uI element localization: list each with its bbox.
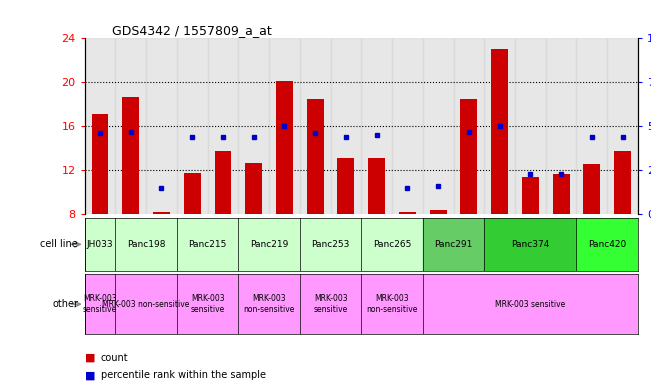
- Bar: [583, 164, 600, 214]
- Bar: [208, 38, 238, 214]
- Bar: [399, 212, 416, 214]
- Bar: [460, 99, 477, 214]
- Bar: [238, 274, 300, 334]
- Bar: [245, 163, 262, 214]
- Bar: [614, 151, 631, 214]
- Bar: [577, 38, 607, 214]
- Text: Panc265: Panc265: [373, 240, 411, 249]
- Bar: [422, 274, 638, 334]
- Bar: [307, 99, 324, 214]
- Bar: [430, 210, 447, 214]
- Bar: [553, 174, 570, 214]
- Text: ■: ■: [85, 370, 95, 380]
- Bar: [422, 218, 484, 271]
- Text: MRK-003
sensitive: MRK-003 sensitive: [83, 295, 117, 314]
- Bar: [515, 38, 546, 214]
- Bar: [115, 38, 146, 214]
- Bar: [122, 96, 139, 214]
- Bar: [577, 218, 638, 271]
- Text: Panc215: Panc215: [188, 240, 227, 249]
- Bar: [153, 212, 170, 214]
- Bar: [269, 38, 300, 214]
- Bar: [422, 38, 454, 214]
- Bar: [361, 38, 392, 214]
- Text: ■: ■: [85, 353, 95, 363]
- Text: MRK-003
sensitive: MRK-003 sensitive: [313, 295, 348, 314]
- Text: JH033: JH033: [87, 240, 113, 249]
- Text: Panc374: Panc374: [511, 240, 549, 249]
- Text: MRK-003
non-sensitive: MRK-003 non-sensitive: [367, 295, 418, 314]
- Bar: [146, 38, 177, 214]
- Text: Panc219: Panc219: [250, 240, 288, 249]
- Bar: [115, 274, 177, 334]
- Bar: [492, 49, 508, 214]
- Bar: [337, 158, 354, 214]
- Bar: [215, 151, 231, 214]
- Bar: [300, 274, 361, 334]
- Bar: [300, 218, 361, 271]
- Bar: [300, 38, 331, 214]
- Text: count: count: [101, 353, 128, 363]
- Text: percentile rank within the sample: percentile rank within the sample: [101, 370, 266, 380]
- Text: MRK-003
non-sensitive: MRK-003 non-sensitive: [243, 295, 295, 314]
- Text: other: other: [52, 299, 78, 309]
- Bar: [276, 81, 293, 214]
- Text: cell line: cell line: [40, 239, 78, 249]
- Bar: [85, 38, 115, 214]
- Bar: [484, 218, 577, 271]
- Bar: [522, 177, 539, 214]
- Bar: [177, 38, 208, 214]
- Bar: [177, 274, 238, 334]
- Bar: [607, 38, 638, 214]
- Bar: [368, 158, 385, 214]
- Bar: [546, 38, 577, 214]
- Text: MRK-003 non-sensitive: MRK-003 non-sensitive: [102, 300, 190, 309]
- Bar: [238, 38, 269, 214]
- Text: MRK-003 sensitive: MRK-003 sensitive: [495, 300, 566, 309]
- Text: MRK-003
sensitive: MRK-003 sensitive: [191, 295, 225, 314]
- Bar: [85, 274, 115, 334]
- Text: Panc291: Panc291: [434, 240, 473, 249]
- Bar: [331, 38, 361, 214]
- Bar: [454, 38, 484, 214]
- Text: GDS4342 / 1557809_a_at: GDS4342 / 1557809_a_at: [113, 24, 272, 37]
- Bar: [85, 218, 115, 271]
- Text: Panc253: Panc253: [311, 240, 350, 249]
- Bar: [361, 274, 422, 334]
- Bar: [177, 218, 238, 271]
- Bar: [484, 38, 515, 214]
- Bar: [392, 38, 422, 214]
- Bar: [92, 114, 109, 214]
- Bar: [361, 218, 422, 271]
- Text: Panc198: Panc198: [127, 240, 165, 249]
- Bar: [184, 172, 201, 214]
- Text: Panc420: Panc420: [588, 240, 626, 249]
- Bar: [238, 218, 300, 271]
- Bar: [115, 218, 177, 271]
